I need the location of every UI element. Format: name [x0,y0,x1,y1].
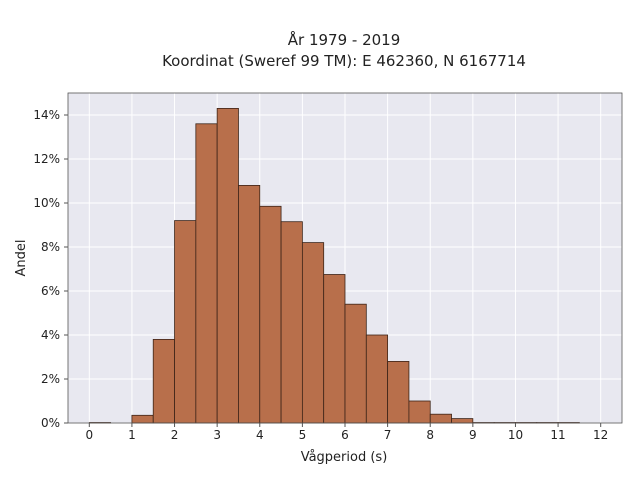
x-tick-label: 12 [593,428,608,442]
x-tick-label: 1 [128,428,136,442]
histogram-bar [387,360,410,424]
histogram-bar [174,220,197,424]
x-tick-label: 4 [256,428,264,442]
x-tick-label: 8 [426,428,434,442]
histogram-bar [238,184,261,424]
y-tick-label: 0% [41,416,60,430]
y-tick-label: 4% [41,328,60,342]
y-tick-label: 2% [41,372,60,386]
histogram-bar [280,221,303,424]
histogram-bar [131,414,154,424]
histogram-bar [152,338,175,424]
histogram-bar [408,400,431,424]
histogram-bar [344,303,367,424]
y-tick-label: 6% [41,284,60,298]
y-tick-label: 14% [33,108,60,122]
x-tick-label: 6 [341,428,349,442]
y-tick-label: 10% [33,196,60,210]
x-tick-label: 11 [550,428,565,442]
histogram-bar [301,242,325,424]
bars [88,108,580,424]
y-tick-label: 12% [33,152,60,166]
histogram-bar [216,108,239,424]
x-tick-label: 0 [85,428,93,442]
histogram-bar [429,413,452,424]
histogram-bar [195,123,218,424]
chart-title-line-2: Koordinat (Sweref 99 TM): E 462360, N 61… [162,52,526,70]
histogram-bar [259,205,282,424]
chart-title-line-1: År 1979 - 2019 [288,30,401,49]
x-axis-label: Vågperiod (s) [301,450,388,465]
y-axis-ticks: 0% 2% 4% 6% 8% 10% 12% 14% [33,108,68,430]
x-tick-label: 3 [213,428,221,442]
x-tick-label: 2 [171,428,179,442]
x-tick-label: 9 [469,428,477,442]
histogram-bar [365,334,389,424]
histogram-bar [451,418,474,424]
x-tick-label: 5 [299,428,307,442]
x-tick-label: 7 [384,428,392,442]
histogram-bar [323,274,346,424]
x-axis-ticks: 0 1 2 3 4 5 6 7 8 9 10 11 12 [85,423,608,442]
y-axis-label: Andel [14,240,29,277]
y-tick-label: 8% [41,240,60,254]
x-tick-label: 10 [508,428,523,442]
